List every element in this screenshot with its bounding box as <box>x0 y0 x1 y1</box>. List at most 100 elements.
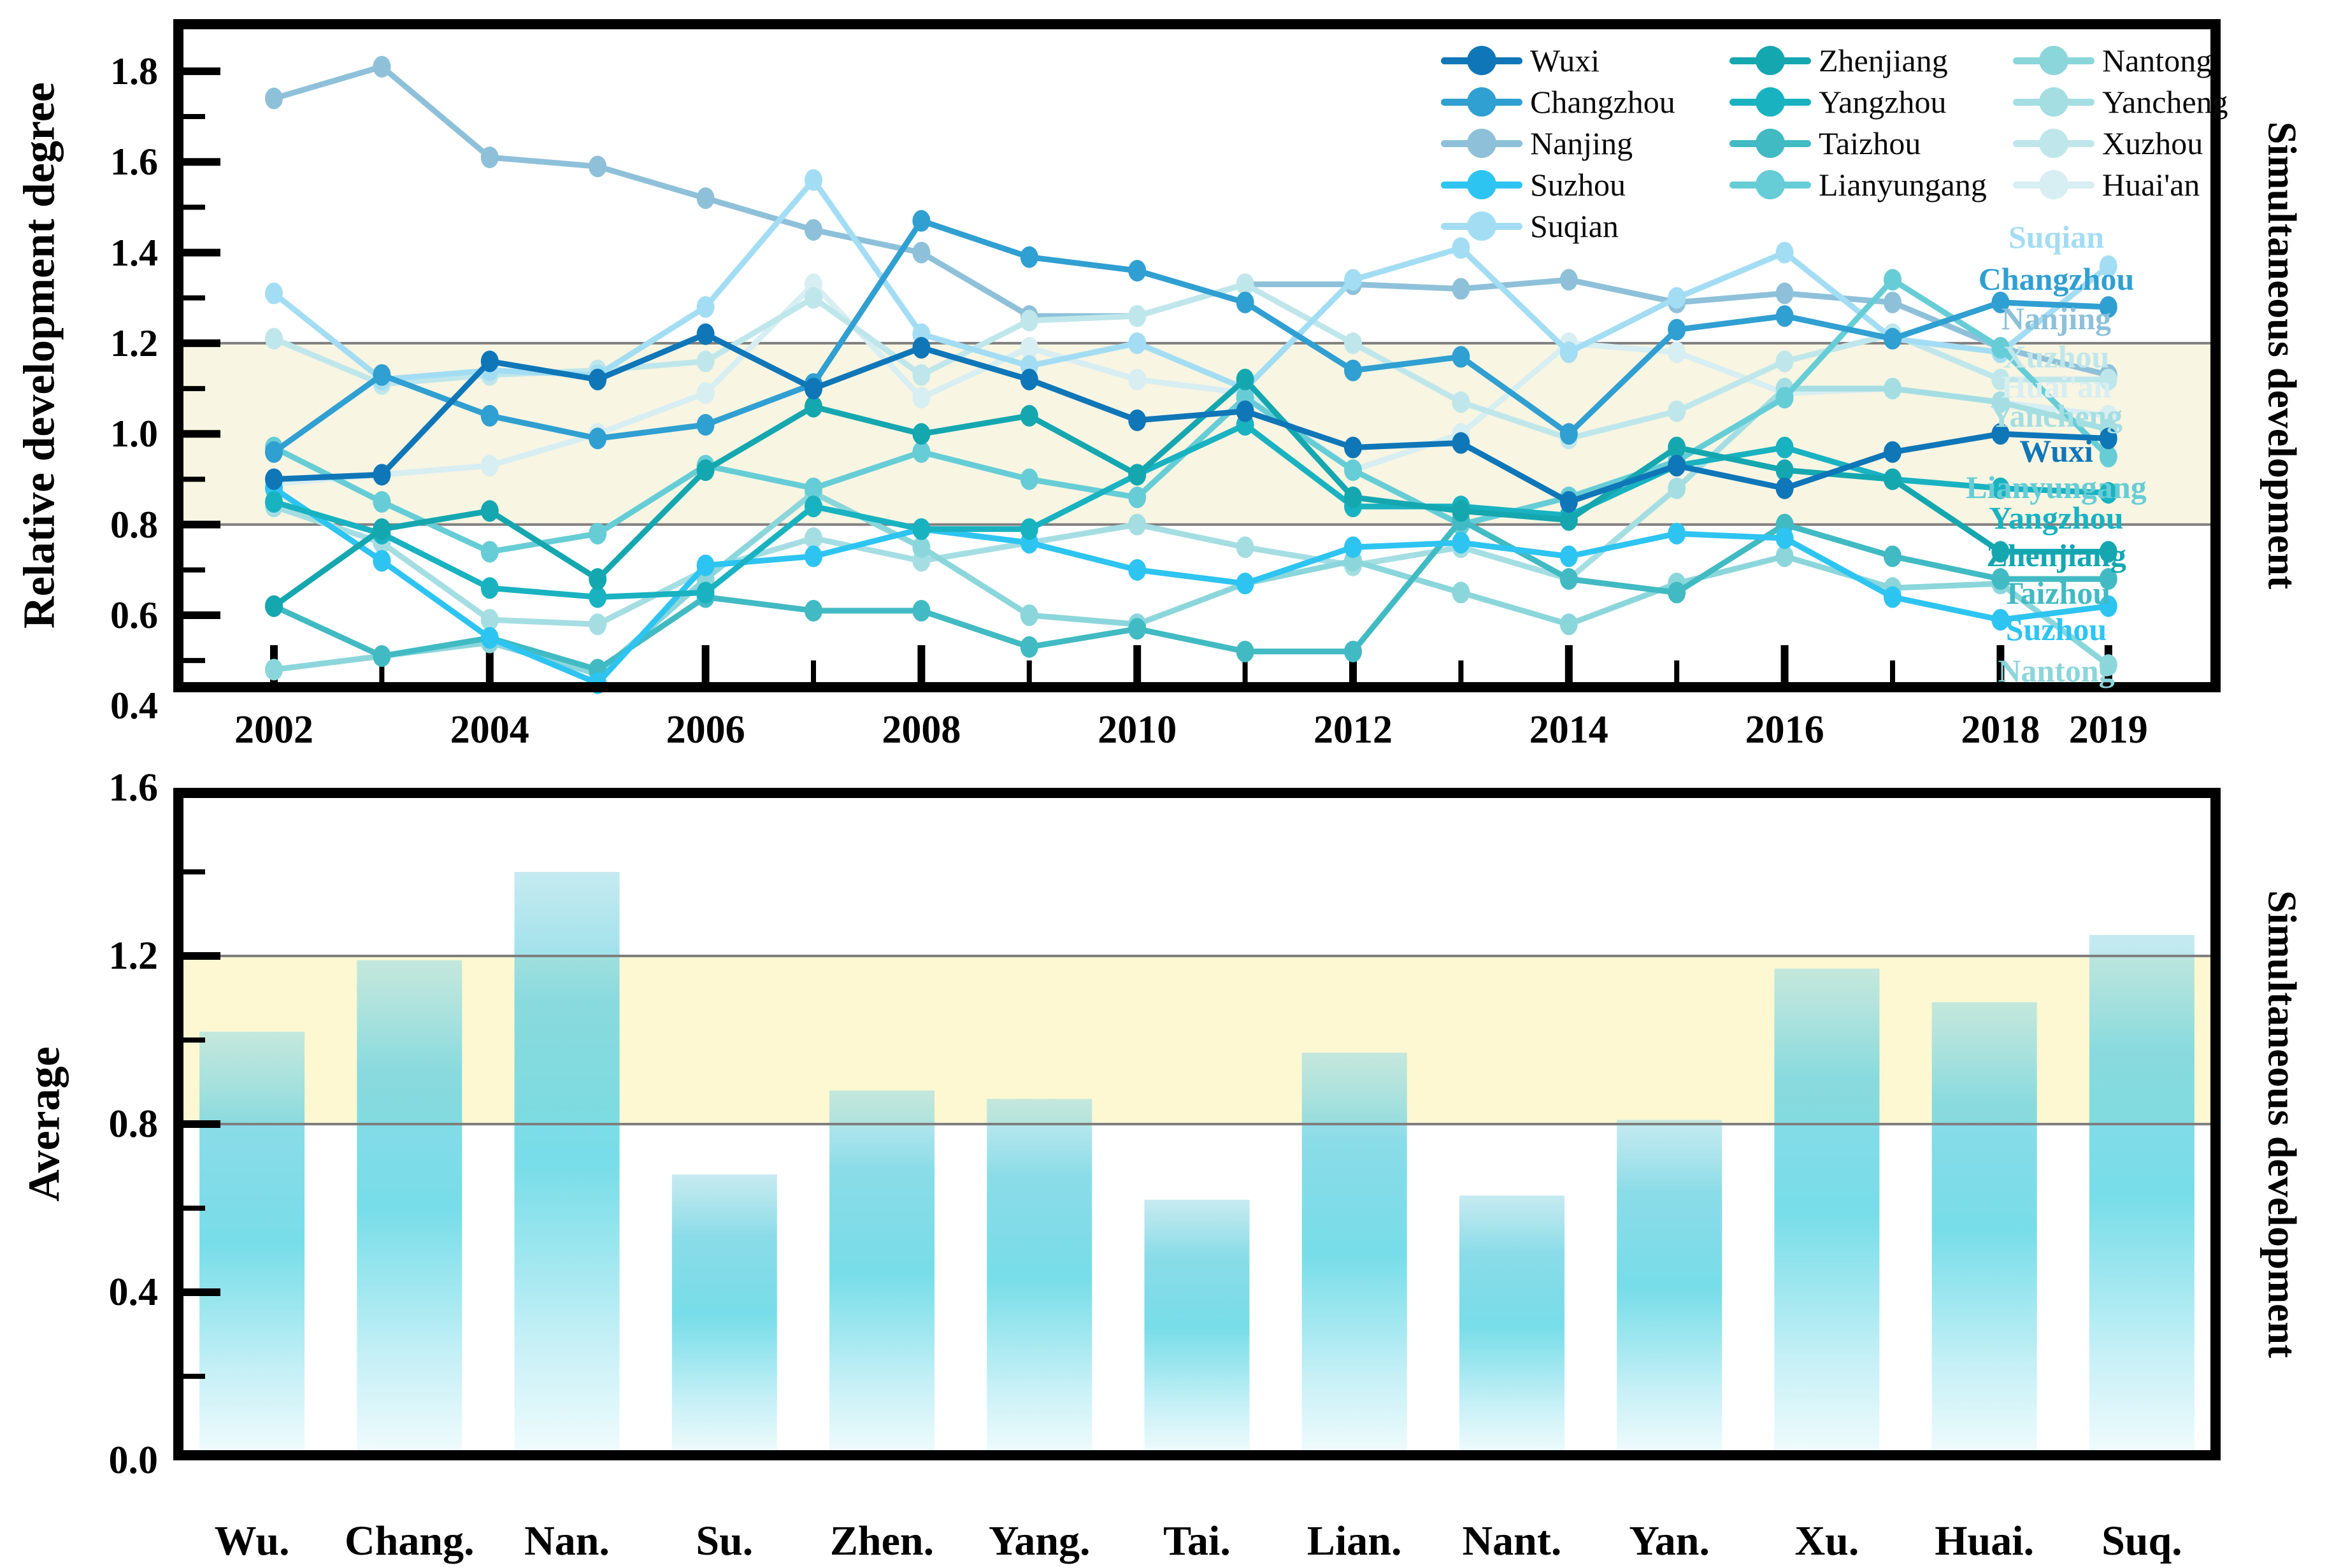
category-label-nant-: Nant. <box>1462 1518 1562 1564</box>
legend-item-lianyungang: Lianyungang <box>1729 164 1987 205</box>
marker-zhenjiang-2018 <box>1991 541 2010 563</box>
marker-suqian-2016 <box>1775 241 1794 264</box>
marker-yancheng-2010 <box>1128 513 1147 536</box>
marker-lianyungang-2017 <box>1884 269 1901 291</box>
marker-changzhou-2005 <box>589 427 607 450</box>
marker-suqian-2012 <box>1344 269 1362 291</box>
bar-lian- <box>1301 1052 1407 1454</box>
city-label-zhenjiang: Zhenjiang <box>1986 538 2126 573</box>
marker-zhenjiang-2007 <box>805 396 822 418</box>
top-y-tick-label-1.0: 1.0 <box>110 413 158 455</box>
marker-changzhou-2015 <box>1668 318 1686 341</box>
marker-wuxi-2006 <box>696 323 715 345</box>
series-line-changzhou <box>272 218 2109 455</box>
marker-suzhou-2012 <box>1344 536 1362 559</box>
marker-suzhou-2010 <box>1128 559 1147 581</box>
legend-dot-icon <box>2039 128 2068 158</box>
bar-yang- <box>987 1099 1092 1454</box>
marker-lianyungang-2003 <box>373 491 391 513</box>
legend-item-yangzhou: Yangzhou <box>1729 82 1947 122</box>
category-label-tai-: Tai. <box>1163 1518 1231 1564</box>
legend-dot-icon <box>2039 169 2068 199</box>
marker-taizhou-2003 <box>373 645 391 667</box>
marker-yancheng-2005 <box>589 613 607 636</box>
legend-dot-icon <box>1756 128 1785 158</box>
marker-wuxi-2014 <box>1559 491 1578 513</box>
legend-label: Zhenjiang <box>1819 43 1948 78</box>
marker-taizhou-2019 <box>2099 568 2117 590</box>
marker-wuxi-2010 <box>1128 409 1147 431</box>
marker-wuxi-2017 <box>1884 441 1901 463</box>
bar-zhen- <box>829 1090 935 1454</box>
marker-nanjing-2016 <box>1775 282 1794 304</box>
legend-label: Nantong <box>2102 43 2212 78</box>
marker-suzhou-2015 <box>1668 522 1686 545</box>
marker-nanjing-2014 <box>1559 269 1578 291</box>
legend-dot-icon <box>1756 169 1785 199</box>
marker-zhenjiang-2006 <box>696 459 715 481</box>
marker-nanjing-2004 <box>480 146 499 169</box>
marker-suqian-2014 <box>1559 341 1578 364</box>
marker-xuzhou-2007 <box>805 287 822 309</box>
top-y-tick-label-1.8: 1.8 <box>110 50 158 92</box>
marker-xuzhou-2008 <box>912 364 931 386</box>
marker-wuxi-2011 <box>1236 400 1254 422</box>
marker-taizhou-2015 <box>1668 581 1686 604</box>
marker-suqian-2002 <box>265 282 283 304</box>
category-label-wu-: Wu. <box>214 1518 290 1564</box>
marker-xuzhou-2002 <box>265 327 283 350</box>
city-label-huai-an: Huai'an <box>2001 369 2112 404</box>
city-label-suqian: Suqian <box>2008 219 2105 255</box>
marker-suzhou-2007 <box>805 545 822 567</box>
marker-changzhou-2011 <box>1236 291 1254 313</box>
top-x-tick-label-2018: 2018 <box>1961 708 2040 752</box>
marker-changzhou-2004 <box>480 404 499 427</box>
legend-dot-icon <box>1756 87 1785 117</box>
marker-taizhou-2012 <box>1344 640 1362 662</box>
series-line-taizhou <box>273 517 2109 673</box>
top-y-tick-label-1.2: 1.2 <box>110 322 158 364</box>
bottom-right-side-label: Simultaneous development <box>2259 890 2305 1358</box>
top-x-tick-label-2019: 2019 <box>2068 708 2148 752</box>
marker-xuzhou-2016 <box>1775 350 1794 373</box>
legend-label: Huai'an <box>2102 167 2200 203</box>
legend-marker-icon <box>1441 211 1522 241</box>
legend-item-suzhou: Suzhou <box>1441 164 1626 205</box>
marker-nanjing-2017 <box>1884 291 1901 313</box>
top-x-tick-label-2006: 2006 <box>666 708 745 752</box>
legend-label: Wuxi <box>1530 43 1600 78</box>
legend-marker-icon <box>1441 128 1522 158</box>
plot-frame <box>173 19 2221 692</box>
marker-zhenjiang-2009 <box>1020 404 1038 427</box>
category-label-suq-: Suq. <box>2101 1518 2182 1564</box>
bar-suq- <box>2089 935 2195 1454</box>
top-x-tick-label-2004: 2004 <box>450 708 529 752</box>
category-label-yang-: Yang. <box>988 1518 1091 1564</box>
marker-zhenjiang-2017 <box>1884 468 1901 490</box>
marker-xuzhou-2006 <box>696 350 715 373</box>
legend-label: Lianyungang <box>1819 167 1987 203</box>
category-label-huai-: Huai. <box>1935 1518 2035 1564</box>
marker-suqian-2015 <box>1668 287 1686 309</box>
marker-nanjing-2007 <box>805 218 822 241</box>
marker-wuxi-2013 <box>1452 432 1470 454</box>
bottom-y-tick-label-0.8: 0.8 <box>108 1102 159 1146</box>
marker-taizhou-2011 <box>1236 640 1254 662</box>
marker-lianyungang-2007 <box>805 477 822 499</box>
marker-zhenjiang-2014 <box>1559 509 1578 531</box>
marker-suzhou-2017 <box>1884 586 1901 608</box>
marker-suzhou-2019 <box>2099 595 2117 617</box>
series-line-xuzhou <box>273 281 2109 441</box>
marker-nanjing-2008 <box>912 241 931 264</box>
marker-yangzhou-2009 <box>1020 518 1038 540</box>
marker-suqian-2019 <box>2099 255 2117 277</box>
plot-frame <box>173 788 2221 1460</box>
top-x-tick-label-2014: 2014 <box>1529 708 1608 752</box>
marker-wuxi-2015 <box>1668 455 1686 477</box>
marker-huai-an-2010 <box>1128 368 1147 390</box>
marker-nanjing-2005 <box>589 155 607 178</box>
legend-marker-icon <box>1441 169 1522 199</box>
top-x-tick-label-2008: 2008 <box>882 708 961 752</box>
marker-suzhou-2006 <box>696 554 715 576</box>
marker-yancheng-2017 <box>1884 378 1901 400</box>
